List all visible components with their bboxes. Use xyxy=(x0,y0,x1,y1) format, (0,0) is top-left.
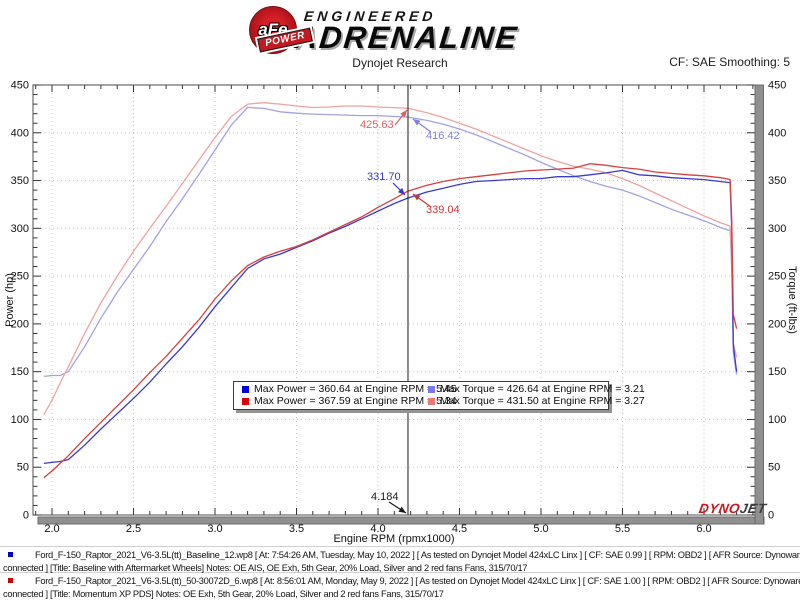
annotation-value: 4.184 xyxy=(371,491,399,503)
y-tick-label-right: 100 xyxy=(768,414,786,426)
annotation-arrowhead xyxy=(400,110,407,118)
y-tick-label-right: 200 xyxy=(768,318,786,330)
run-info-entry: Ford_F-150_Raptor_2021_V6-3.5L(tt)_Basel… xyxy=(0,549,800,574)
annotation-arrowhead xyxy=(413,119,421,126)
y-tick-label-left: 0 xyxy=(23,510,29,522)
x-tick-label: 6.0 xyxy=(696,523,711,535)
curve-baseline-power-hp- xyxy=(43,169,738,465)
annotation-value: 339.04 xyxy=(426,204,460,216)
footer-divider xyxy=(0,572,800,573)
x-tick-label: 2.0 xyxy=(44,523,59,535)
curve-momentum-xp-power-hp- xyxy=(43,163,738,479)
run-info-line2: connected ] [Title: Baseline with Afterm… xyxy=(3,562,528,573)
dynojet-logo-dyno: DYNO xyxy=(697,501,742,516)
x-axis-title: Engine RPM (rpmx1000) xyxy=(333,533,454,545)
annotation-arrowhead xyxy=(397,187,405,195)
y-tick-label-right: 400 xyxy=(768,127,786,139)
legend-entry: Max Torque = 431.50 at Engine RPM = 3.27 xyxy=(422,395,645,407)
x-tick-label: 5.0 xyxy=(533,523,548,535)
y-tick-label-left: 150 xyxy=(11,366,29,378)
legend-label: Max Torque = 426.64 at Engine RPM = 3.21 xyxy=(440,383,645,395)
chart-subtitle: Dynojet Research xyxy=(352,56,448,70)
y-tick-label-right: 0 xyxy=(768,510,774,522)
legend-entry: Max Power = 367.59 at Engine RPM = 5.34 xyxy=(236,395,457,407)
annotation-arrowhead xyxy=(398,506,406,513)
run-info-line1: Ford_F-150_Raptor_2021_V6-3.5L(tt)_Basel… xyxy=(35,550,800,560)
annotation-arrowhead xyxy=(413,194,421,201)
legend-swatch xyxy=(428,385,435,393)
dynojet-logo: DYNOJET xyxy=(698,501,768,516)
x-tick-label: 4.5 xyxy=(452,523,467,535)
right-axis-title: Torque (ft-lbs) xyxy=(786,266,798,334)
y-tick-label-right: 300 xyxy=(768,223,786,235)
y-tick-label-right: 450 xyxy=(768,80,786,92)
legend-label: Max Power = 360.64 at Engine RPM = 5.45 xyxy=(254,383,457,395)
legend-label: Max Torque = 431.50 at Engine RPM = 3.27 xyxy=(440,395,645,407)
run-info-line1: Ford_F-150_Raptor_2021_V6-3.5L(tt)_50-30… xyxy=(35,576,800,586)
run-info-entry: Ford_F-150_Raptor_2021_V6-3.5L(tt)_50-30… xyxy=(0,575,800,600)
x-tick-label: 3.0 xyxy=(207,523,222,535)
y-tick-label-right: 150 xyxy=(768,366,786,378)
left-axis-title: Power (hp) xyxy=(4,273,16,327)
y-tick-label-left: 50 xyxy=(17,462,29,474)
horizontal-scrollbar[interactable] xyxy=(37,516,765,525)
x-tick-label: 3.5 xyxy=(289,523,304,535)
y-tick-label-right: 50 xyxy=(768,462,780,474)
x-tick-label: 2.5 xyxy=(126,523,141,535)
x-tick-label: 4.0 xyxy=(370,523,385,535)
y-tick-label-left: 200 xyxy=(11,318,29,330)
y-tick-label-right: 250 xyxy=(768,271,786,283)
legend-swatch xyxy=(428,397,435,405)
x-tick-label: 5.5 xyxy=(615,523,630,535)
footer-divider xyxy=(0,546,800,547)
plot-frame xyxy=(32,84,756,516)
run-bullet xyxy=(8,552,13,557)
vertical-scrollbar[interactable] xyxy=(754,84,764,525)
y-tick-label-left: 100 xyxy=(11,414,29,426)
annotation-value: 331.70 xyxy=(367,171,401,183)
legend-entry: Max Torque = 426.64 at Engine RPM = 3.21 xyxy=(422,383,645,395)
legend-swatch xyxy=(242,385,249,393)
legend-swatch xyxy=(242,397,249,405)
run-info-line2: connected ] [Title: Momentum XP PDS] Not… xyxy=(3,588,444,599)
annotation-value: 416.42 xyxy=(426,130,460,142)
y-tick-label-left: 400 xyxy=(11,127,29,139)
legend-label: Max Power = 367.59 at Engine RPM = 5.34 xyxy=(254,395,457,407)
y-tick-label-left: 350 xyxy=(11,175,29,187)
run-bullet xyxy=(8,578,13,583)
annotation-value: 425.63 xyxy=(360,119,394,131)
dynojet-logo-jet: JET xyxy=(738,501,768,516)
y-tick-label-left: 250 xyxy=(11,271,29,283)
curve-momentum-xp-torque-ft-lbs- xyxy=(43,102,738,416)
legend-entry: Max Power = 360.64 at Engine RPM = 5.45 xyxy=(236,383,457,395)
curve-baseline-torque-ft-lbs- xyxy=(43,106,738,378)
cf-smoothing-label: CF: SAE Smoothing: 5 xyxy=(669,55,790,69)
y-tick-label-left: 300 xyxy=(11,223,29,235)
y-tick-label-left: 450 xyxy=(11,80,29,92)
chart-legend[interactable]: Max Power = 360.64 at Engine RPM = 5.45 M… xyxy=(233,381,645,410)
y-tick-label-right: 350 xyxy=(768,175,786,187)
